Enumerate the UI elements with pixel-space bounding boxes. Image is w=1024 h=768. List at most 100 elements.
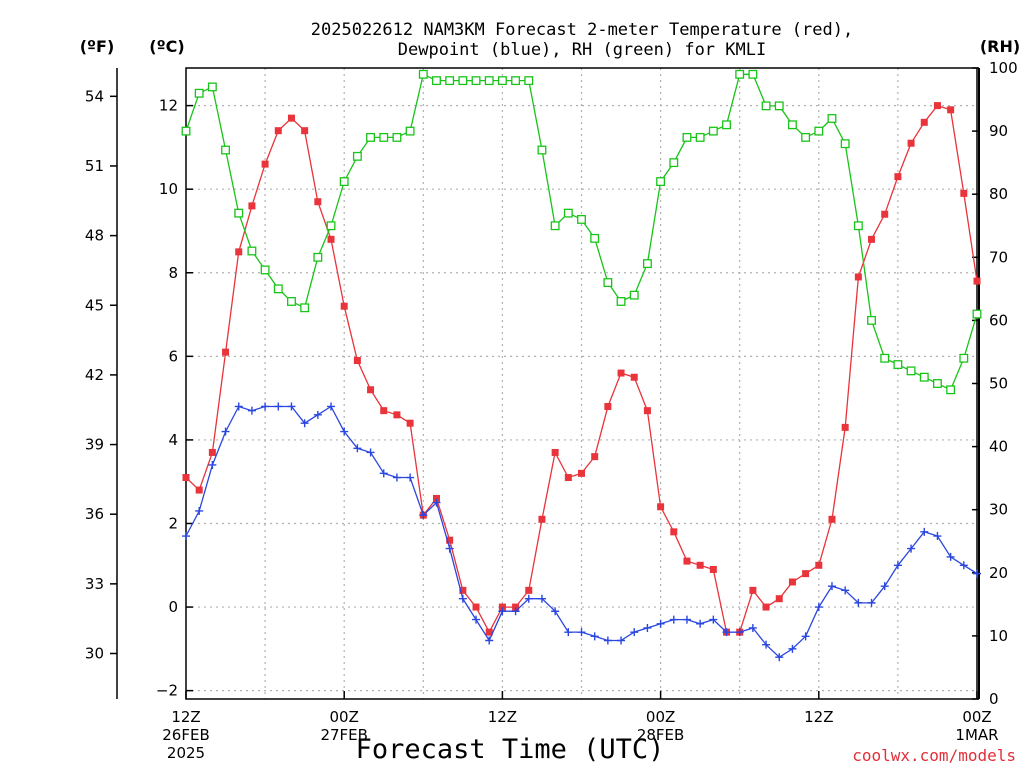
dewpoint-point — [247, 406, 256, 415]
dewpoint-point — [590, 632, 599, 641]
rh-point — [326, 221, 336, 231]
dewpoint-point — [973, 569, 981, 578]
x-tick-label: 00Z — [646, 708, 675, 726]
rh-point — [616, 297, 626, 306]
rh-tick-label: 80 — [989, 185, 1008, 203]
rh-tick-label: 50 — [989, 375, 1008, 393]
rh-point — [339, 177, 349, 187]
rh-tick-label: 100 — [989, 59, 1018, 77]
dewpoint-point — [537, 594, 546, 603]
rh-point — [563, 208, 573, 218]
dewpoint-point — [933, 532, 942, 541]
temperature-point — [973, 277, 981, 285]
temperature-point — [432, 494, 440, 502]
temperature-point — [314, 198, 322, 206]
dewpoint-point — [300, 419, 309, 428]
temperature-point — [261, 160, 269, 168]
tick-labels: 121086420−254514845423936333010090807060… — [85, 59, 1018, 762]
x-tick-label: 00Z — [330, 708, 359, 726]
fahrenheit-tick-label: 45 — [85, 296, 104, 314]
rh-point — [735, 69, 745, 79]
dewpoint-point — [195, 506, 204, 515]
rh-point — [801, 132, 811, 142]
dewpoint-point — [551, 607, 560, 616]
rh-point — [827, 114, 837, 123]
temperature-point — [683, 557, 691, 565]
rh-point — [511, 76, 521, 86]
dewpoint-point — [274, 402, 283, 411]
rh-tick-label: 60 — [989, 311, 1008, 329]
rh-point — [445, 76, 455, 86]
rh-unit-label: (RH) — [980, 37, 1020, 56]
temperature-point — [367, 386, 375, 394]
temperature-point — [459, 586, 467, 594]
temperature-point — [604, 402, 612, 410]
rh-tick-label: 90 — [989, 122, 1008, 140]
rh-tick-label: 20 — [989, 564, 1008, 582]
fahrenheit-tick-label: 42 — [85, 366, 104, 384]
dewpoint-point — [406, 473, 415, 482]
temperature-point — [235, 248, 243, 256]
rh-tick-label: 30 — [989, 501, 1008, 519]
credit-link[interactable]: coolwx.com/models — [852, 746, 1016, 765]
rh-point — [682, 132, 692, 142]
x-tick-label: 12Z — [488, 708, 517, 726]
dewpoint-point — [392, 473, 401, 482]
dewpoint-point — [208, 460, 217, 469]
dewpoint-point — [458, 594, 467, 603]
rh-point — [313, 252, 323, 262]
celsius-tick-label: 12 — [159, 97, 178, 115]
temperature-point — [947, 106, 955, 114]
dewpoint-point — [814, 603, 823, 612]
x-tick-label: 00Z — [962, 708, 991, 726]
temperature-point — [340, 302, 348, 310]
dewpoint-point — [709, 615, 718, 624]
rh-point — [906, 366, 916, 376]
dewpoint-point — [669, 615, 678, 624]
dewpoint-point — [959, 561, 968, 570]
rh-point — [603, 278, 613, 287]
temperature-point — [380, 407, 388, 415]
rh-point — [392, 132, 402, 142]
chart-title-line2: Dewpoint (blue), RH (green) for KMLI — [398, 40, 766, 60]
rh-point — [867, 315, 876, 325]
fahrenheit-tick-label: 51 — [85, 157, 104, 175]
rh-point — [300, 303, 310, 313]
dewpoint-point — [261, 402, 270, 411]
rh-point — [880, 353, 890, 363]
x-tick-label: 12Z — [171, 708, 200, 726]
temperature-point — [446, 536, 454, 544]
dewpoint-point — [748, 623, 757, 632]
temperature-point — [775, 595, 783, 603]
data-series — [181, 69, 982, 662]
dewpoint-point — [327, 402, 336, 411]
rh-point — [273, 284, 283, 294]
temperature-point — [472, 603, 480, 611]
rh-point — [629, 290, 639, 300]
temperature-point — [564, 474, 572, 482]
rh-point — [247, 246, 257, 256]
temperature-point — [182, 474, 190, 482]
dewpoint-point — [907, 544, 916, 553]
x-tick-label: 26FEB — [162, 726, 209, 744]
dewpoint-point — [524, 594, 533, 603]
temperature-point — [208, 448, 216, 456]
rh-point — [840, 139, 850, 149]
dewpoint-point — [221, 427, 230, 436]
temperature-point — [828, 515, 836, 523]
rh-point — [221, 145, 230, 155]
temperature-point — [696, 561, 704, 569]
dewpoint-point — [630, 628, 639, 637]
rh-point — [181, 126, 191, 136]
rh-point — [352, 151, 362, 161]
temperature-point — [841, 423, 849, 431]
rh-point — [537, 145, 547, 155]
temperature-point — [881, 210, 889, 218]
temperature-point — [248, 202, 256, 210]
dewpoint-point — [801, 632, 810, 641]
temperature-point — [920, 118, 928, 126]
temperature-point — [301, 127, 309, 135]
dewpoint-point — [762, 640, 771, 649]
rh-point — [366, 132, 376, 142]
temperature-point — [578, 469, 585, 477]
